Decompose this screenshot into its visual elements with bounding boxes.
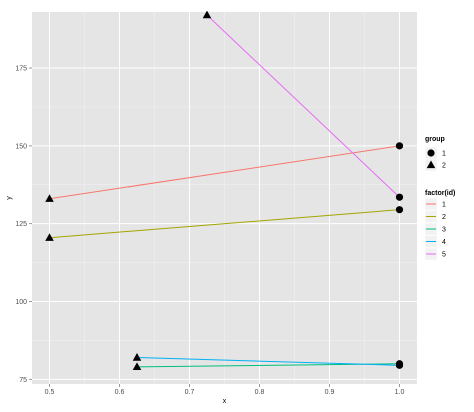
data-point <box>202 10 212 19</box>
shape-legend-title: group <box>425 136 445 143</box>
x-axis-title: x <box>223 398 227 405</box>
y-tick-label: 125 <box>15 221 27 228</box>
y-axis-title: y <box>6 196 13 200</box>
x-axis: 0.5 0.6 0.7 0.8 0.9 1.0 <box>45 384 405 396</box>
series-lines <box>49 14 400 368</box>
y-tick-label: 75 <box>19 377 27 384</box>
minor-gridlines <box>32 12 417 384</box>
x-tick-label: 0.7 <box>185 389 195 396</box>
data-point <box>45 233 54 241</box>
data-point <box>45 194 54 202</box>
data-point <box>395 206 404 214</box>
data-point <box>395 193 404 201</box>
series-line-1 <box>49 145 400 200</box>
data-point <box>395 142 404 150</box>
shape-legend-label: 1 <box>442 151 446 158</box>
color-legend-label: 4 <box>442 239 446 246</box>
series-line-4 <box>136 357 400 366</box>
color-legend-label: 2 <box>442 214 446 221</box>
y-axis: 75 100 125 150 175 <box>15 66 32 384</box>
x-tick-label: 0.6 <box>115 389 125 396</box>
color-legend-entries: 1 2 3 4 5 <box>424 197 446 261</box>
shape-legend-label: 2 <box>442 163 446 170</box>
series-line-5 <box>206 14 400 198</box>
color-legend-title: factor(id) <box>425 190 455 197</box>
y-tick-label: 175 <box>15 66 27 73</box>
x-tick-label: 0.9 <box>325 389 335 396</box>
series-line-2 <box>49 209 400 239</box>
y-tick-label: 150 <box>15 143 27 150</box>
color-legend-label: 3 <box>442 227 446 234</box>
data-point <box>132 362 142 371</box>
color-legend-label: 5 <box>442 252 446 259</box>
legend-triangle-icon <box>426 160 436 169</box>
data-point <box>132 353 142 361</box>
x-tick-label: 0.5 <box>45 389 55 396</box>
y-tick-label: 100 <box>15 299 27 306</box>
legend-circle-icon <box>427 149 435 157</box>
shape-legend-entries: 12 <box>424 146 446 172</box>
data-points <box>45 10 404 371</box>
x-tick-label: 0.8 <box>255 389 265 396</box>
x-tick-label: 1.0 <box>395 389 405 396</box>
color-legend-label: 1 <box>442 202 446 209</box>
data-point <box>395 361 404 369</box>
